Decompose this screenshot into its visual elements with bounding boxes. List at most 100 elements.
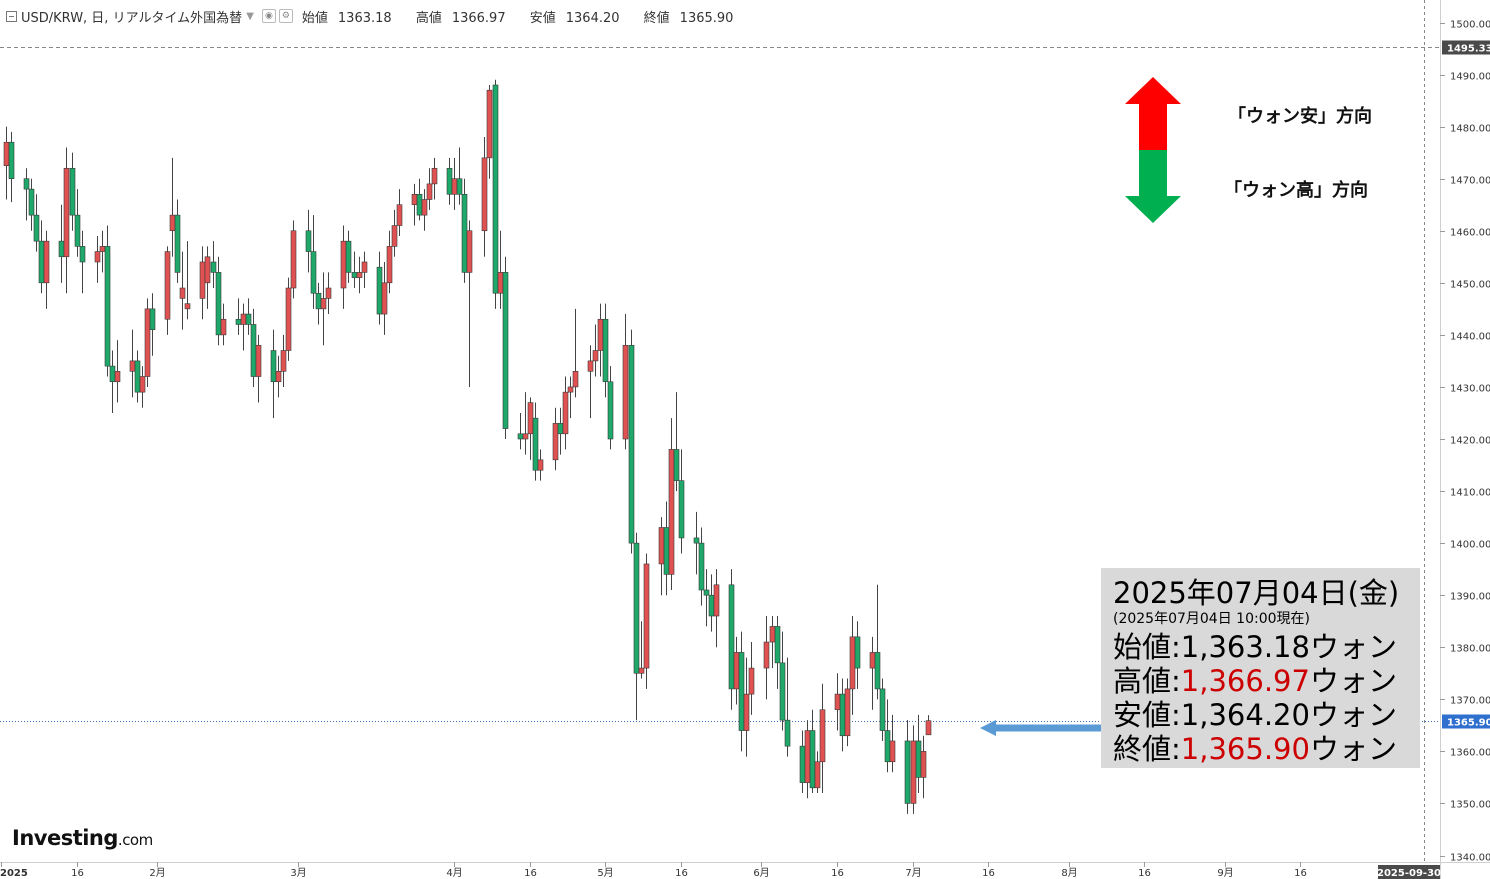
candle-body [622, 344, 629, 440]
candle-body [587, 360, 594, 372]
chart-header: USD/KRW, 日, リアルタイム外国為替 ▼ ◉ ⚙ 始値 1363.18 高… [6, 6, 753, 26]
candle-body [819, 709, 826, 763]
max-price-badge [1442, 40, 1490, 55]
candle-body [376, 266, 383, 315]
candle-body [94, 251, 101, 263]
close-value: 1365.90 [679, 10, 734, 26]
candle-body [33, 214, 40, 242]
x-tick-label: 7月 [905, 867, 921, 879]
candle-body [129, 360, 136, 372]
candle-body [607, 381, 614, 440]
x-tick-label: 16 [982, 868, 995, 879]
candle-body [396, 204, 403, 226]
candle-body [310, 251, 317, 294]
candle-body [763, 641, 770, 669]
candle-body [174, 214, 181, 273]
candle-body [879, 688, 886, 731]
candle-body [290, 230, 297, 289]
info-row-close: 終値:1,365.90ウォン [1113, 732, 1397, 766]
won-strong-label: 「ウォン高」方向 [1224, 180, 1368, 201]
candle-body [250, 324, 257, 377]
overlays [980, 77, 1181, 736]
candle-body [713, 584, 720, 617]
x-end-badge [1378, 865, 1440, 879]
candle-body [109, 365, 116, 383]
y-tick-label: 1350.00 [1450, 800, 1490, 811]
x-tick-label: 3月 [290, 867, 306, 879]
y-tick-label: 1480.00 [1450, 124, 1490, 135]
chevron-down-icon[interactable]: ▼ [246, 10, 254, 22]
candle-body [638, 667, 645, 674]
candle-body [74, 214, 81, 247]
y-tick-label: 1390.00 [1450, 592, 1490, 603]
candle-body [738, 652, 745, 731]
candle-body [673, 449, 680, 481]
x-tick-label: 16 [524, 868, 537, 879]
candle-body [345, 240, 352, 273]
x-tick-label: 16 [831, 868, 844, 879]
current-price-label: 1365.90 [1447, 718, 1490, 729]
candle-body [340, 240, 347, 289]
y-tick-label: 1340.00 [1450, 853, 1490, 864]
candle-body [79, 246, 86, 263]
candle-body [628, 344, 635, 544]
candle-body [280, 350, 287, 372]
candle-body [461, 194, 468, 273]
candle-body [3, 141, 10, 166]
high-value: 1366.97 [451, 10, 506, 26]
candle-body [557, 423, 564, 435]
candle-body [663, 527, 670, 575]
candle-body [43, 240, 50, 284]
low-label: 安値 [529, 10, 556, 26]
y-tick-label: 1470.00 [1450, 176, 1490, 187]
candle-body [466, 230, 473, 273]
candle-body [240, 313, 247, 325]
candle-body [633, 542, 640, 674]
candle-body [925, 720, 932, 736]
candle-body [728, 584, 735, 690]
candle-body [517, 433, 524, 440]
candle-body [774, 626, 781, 664]
candle-body [144, 308, 151, 377]
candle-body [643, 563, 650, 669]
candle-body [703, 589, 710, 596]
info-row-label: 安値 [1113, 698, 1172, 732]
candle-body [411, 194, 418, 206]
candle-body [255, 344, 262, 377]
candle-body [572, 371, 579, 388]
candle-body [809, 730, 816, 789]
y-tick-label: 1380.00 [1450, 644, 1490, 655]
candle-body [149, 308, 156, 330]
candle-body [658, 527, 665, 565]
candle-body [356, 272, 363, 278]
candle-body [889, 740, 896, 763]
eye-icon[interactable]: ◉ [261, 9, 276, 23]
candle-body [220, 318, 227, 336]
candle-body [602, 318, 609, 383]
candle-body [184, 303, 191, 310]
settings-icon[interactable]: ⚙ [278, 9, 293, 23]
candle-body [779, 662, 786, 721]
info-row-unit: ウォン [1309, 630, 1397, 664]
symbol-label[interactable]: USD/KRW, 日, リアルタイム外国為替 [21, 10, 243, 26]
candle-body [698, 542, 705, 591]
candle-body [497, 272, 504, 294]
candle-body [537, 459, 544, 471]
investing-logo: Investing.com [12, 826, 153, 850]
candle-body [114, 371, 121, 383]
candle-body [904, 740, 911, 804]
collapse-icon[interactable] [6, 10, 17, 22]
candle-body [391, 225, 398, 247]
candle-body [215, 272, 222, 336]
candle-body [421, 199, 428, 216]
candle-body [169, 214, 176, 232]
open-label: 始値 [301, 10, 328, 26]
candle-body [854, 636, 861, 669]
candle-body [134, 360, 141, 393]
candle-body [844, 688, 851, 737]
info-row-label: 終値 [1113, 732, 1172, 766]
ohlc-readout: 始値 1363.18 高値 1366.97 安値 1364.20 終値 1365.90 [302, 7, 754, 26]
candle-body [285, 287, 292, 351]
